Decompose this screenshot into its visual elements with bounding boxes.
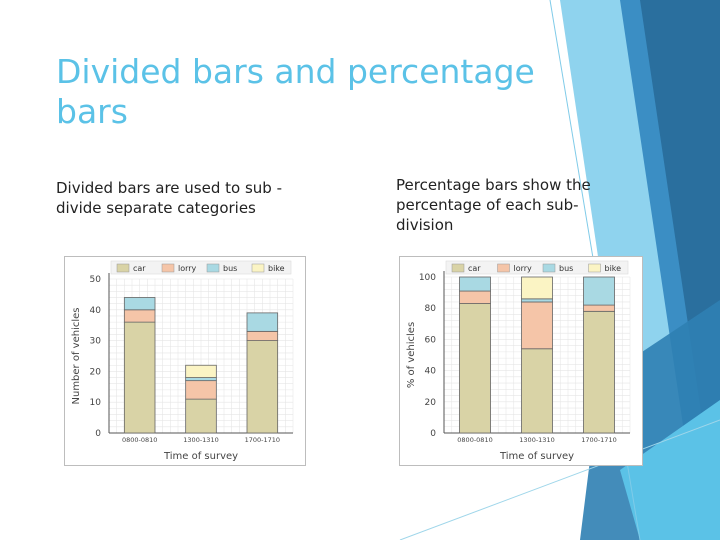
deco-shape-accent [620,400,720,540]
legend-swatch-bike [251,263,265,273]
legend-label-bike: bike [605,264,622,273]
bar-segment-bus [246,312,279,332]
slide-title: Divided bars and percentage bars [56,52,535,131]
legend-label-lorry: lorry [514,264,533,273]
legend-box [445,260,629,275]
y-tick-label: 80 [425,304,437,314]
x-tick-label: 1300-1310 [519,436,554,444]
x-axis-label: Time of survey [499,451,574,462]
legend-swatch-lorry [161,263,175,273]
divided-bar-chart-svg: 0 10 20 30 40 50 Number of vehicles Time of sur… [71,260,294,462]
bar-segment-bus [583,276,615,306]
bar-segment-car [123,321,156,434]
bar-segment-bike [185,364,217,378]
x-tick-label: 1700-1710 [245,436,280,444]
bar-segment-car [583,310,615,434]
legend-swatch-car [451,263,465,273]
chart-legend: car lorry bus bike [110,260,292,275]
y-tick-label: 10 [90,398,102,408]
bar-segment-car [521,348,553,434]
x-tick-label: 0800-0810 [457,436,492,444]
percentage-bar-chart-svg: 0 20 40 60 80 100 % of vehicles Time of survey c… [406,260,631,462]
chart-legend: car lorry bus bike [445,260,629,275]
legend-swatch-lorry [497,263,510,273]
legend-swatch-car [116,263,130,273]
legend-label-car: car [133,264,146,273]
bar-segment-lorry [459,290,491,304]
left-description: Divided bars are used to sub -divide sep… [56,179,282,217]
y-tick-label: 40 [425,367,437,377]
y-tick-label: 50 [90,275,102,285]
x-tick-label: 1700-1710 [581,436,616,444]
legend-label-lorry: lorry [178,264,197,273]
legend-label-car: car [468,264,481,273]
deco-line [399,419,720,540]
y-axis-label: % of vehicles [406,322,417,388]
legend-label-bus: bus [223,264,237,273]
bar-segment-car [185,398,217,434]
y-axis-label: Number of vehicles [71,308,82,405]
x-tick-label: 0800-0810 [122,436,157,444]
bar-segment-bike [521,276,553,300]
divided-bar-chart: 0 10 20 30 40 50 Number of vehicles Time of sur… [64,256,306,466]
y-tick-label: 20 [90,367,102,377]
bar-segment-lorry [521,301,553,350]
x-axis-label: Time of survey [163,451,238,462]
y-tick-label: 30 [90,337,102,347]
legend-box [110,260,292,275]
legend-swatch-bus [542,263,556,273]
bar-segment-bus [459,276,491,292]
bar-segment-lorry [246,330,279,342]
legend-label-bus: bus [559,264,573,273]
y-tick-label: 60 [425,335,437,345]
bar-segment-car [246,340,279,434]
y-tick-label: 100 [419,273,436,283]
y-tick-label: 0 [430,429,436,439]
bar-segment-lorry [185,380,217,400]
legend-swatch-bike [588,263,601,273]
percentage-bar-chart: 0 20 40 60 80 100 % of vehicles Time of survey c… [399,256,643,466]
bar-segment-bus [185,377,217,382]
y-tick-label: 20 [425,398,437,408]
right-description: Percentage bars show the percentage of e… [396,176,591,234]
bar-segment-bus [123,297,156,311]
y-tick-label: 40 [90,306,102,316]
legend-swatch-bus [206,263,220,273]
y-tick-label: 0 [95,429,101,439]
bar-segment-lorry [583,304,615,312]
bar-segment-lorry [123,309,156,323]
bar-segment-car [459,303,491,434]
bar-segment-bus [521,298,553,303]
x-tick-label: 1300-1310 [183,436,218,444]
legend-label-bike: bike [268,264,285,273]
